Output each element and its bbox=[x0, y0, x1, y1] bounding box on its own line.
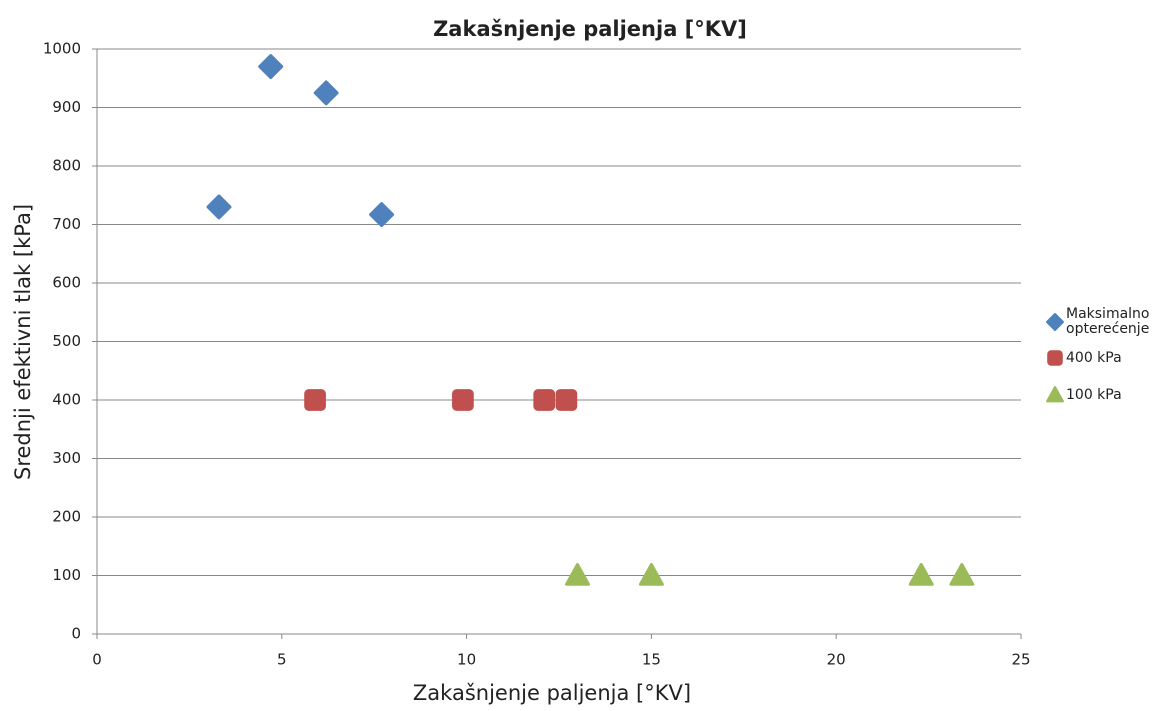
y-tick-label: 500 bbox=[52, 332, 81, 350]
point bbox=[206, 194, 232, 220]
legend-label: Maksimalno opterećenje bbox=[1066, 306, 1150, 337]
point bbox=[533, 389, 556, 411]
point bbox=[369, 202, 395, 228]
x-tick-label: 0 bbox=[92, 651, 102, 669]
y-tick-label: 200 bbox=[52, 508, 81, 526]
x-tick-label: 25 bbox=[1011, 651, 1030, 669]
legend-marker bbox=[1046, 313, 1064, 331]
x-tick-label: 20 bbox=[827, 651, 846, 669]
point bbox=[949, 563, 975, 586]
point bbox=[908, 563, 934, 586]
legend-marker bbox=[1046, 386, 1064, 403]
x-axis-label: Zakašnjenje paljenja [°KV] bbox=[413, 681, 691, 705]
point bbox=[564, 563, 590, 586]
legend-item: 100 kPa bbox=[1066, 380, 1144, 410]
legend-label: 400 kPa bbox=[1066, 349, 1122, 366]
x-tick-label: 5 bbox=[277, 651, 287, 669]
point bbox=[304, 389, 326, 411]
y-tick-label: 700 bbox=[52, 215, 81, 233]
point bbox=[638, 563, 664, 586]
y-tick-label: 100 bbox=[52, 566, 81, 584]
point bbox=[258, 54, 284, 80]
point bbox=[555, 389, 578, 411]
y-tick-label: 0 bbox=[71, 625, 81, 643]
x-tick-label: 10 bbox=[457, 651, 476, 669]
legend-label: 100 kPa bbox=[1066, 386, 1122, 403]
y-tick-label: 600 bbox=[52, 274, 81, 292]
chart-title: Zakašnjenje paljenja [°KV] bbox=[433, 17, 747, 41]
y-tick-label: 400 bbox=[52, 391, 81, 409]
x-tick-label: 15 bbox=[642, 651, 661, 669]
legend-item: 400 kPa bbox=[1066, 343, 1144, 373]
point bbox=[452, 389, 474, 411]
y-tick-label: 300 bbox=[52, 449, 81, 467]
y-tick-label: 1000 bbox=[43, 40, 81, 58]
legend-item: Maksimalno opterećenje bbox=[1066, 306, 1150, 337]
y-tick-label: 900 bbox=[52, 98, 81, 116]
y-tick-label: 800 bbox=[52, 157, 81, 175]
point bbox=[313, 80, 339, 106]
y-axis-label: Srednji efektivni tlak [kPa] bbox=[11, 204, 35, 480]
legend-marker bbox=[1047, 350, 1063, 366]
